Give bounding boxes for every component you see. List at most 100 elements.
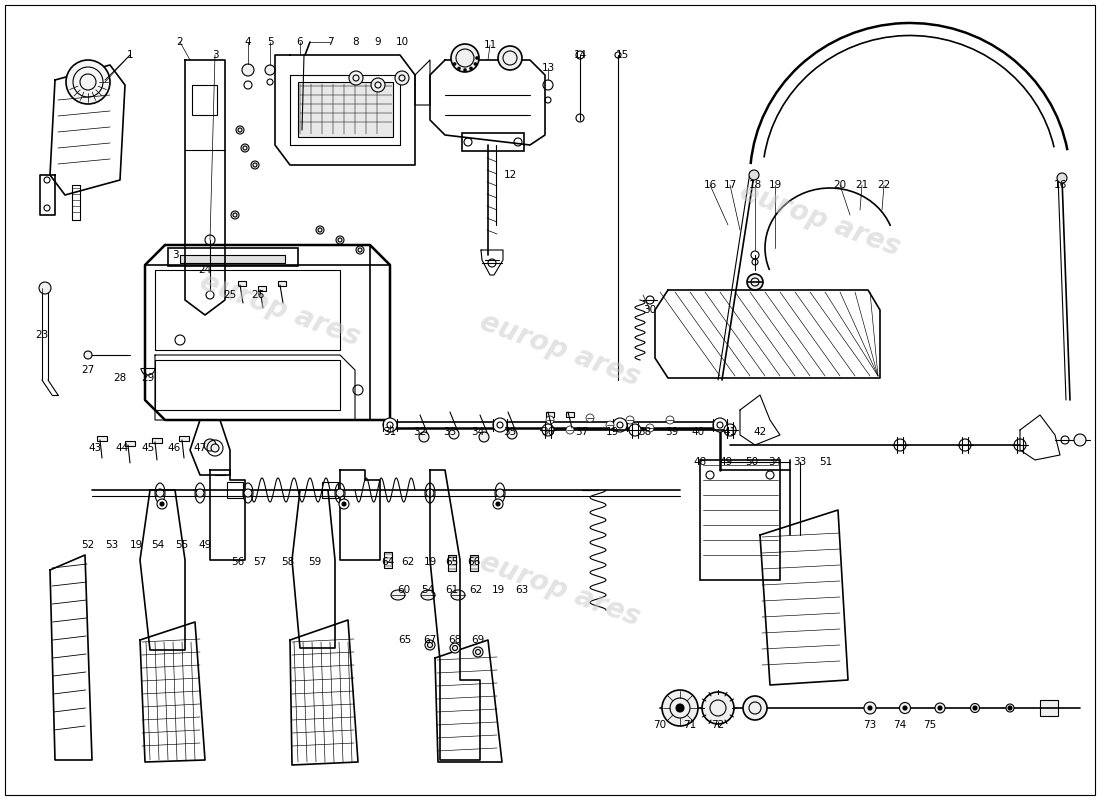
Circle shape — [1014, 439, 1026, 451]
Text: 33: 33 — [443, 427, 456, 437]
Bar — [258, 286, 266, 291]
Circle shape — [498, 46, 522, 70]
Text: 13: 13 — [541, 63, 554, 73]
Circle shape — [676, 704, 684, 712]
Text: 39: 39 — [666, 427, 679, 437]
Text: 19: 19 — [424, 557, 437, 567]
Bar — [97, 436, 107, 441]
Text: 43: 43 — [88, 443, 101, 453]
Text: 57: 57 — [253, 557, 266, 567]
Text: 18: 18 — [748, 180, 761, 190]
Text: 69: 69 — [472, 635, 485, 645]
Text: 60: 60 — [397, 585, 410, 595]
Text: 42: 42 — [754, 427, 767, 437]
Circle shape — [974, 706, 977, 710]
Text: 56: 56 — [231, 557, 244, 567]
Circle shape — [244, 489, 252, 497]
Bar — [155, 270, 340, 350]
Bar — [152, 438, 162, 443]
Text: 30: 30 — [644, 305, 657, 315]
Text: 14: 14 — [573, 50, 586, 60]
Text: 61: 61 — [446, 585, 459, 595]
Circle shape — [629, 424, 641, 436]
Circle shape — [265, 65, 275, 75]
Text: europ ares: europ ares — [476, 308, 644, 392]
Bar — [566, 412, 574, 417]
Circle shape — [542, 424, 554, 436]
Text: 50: 50 — [746, 457, 759, 467]
Bar — [546, 412, 554, 417]
Text: 10: 10 — [395, 37, 408, 47]
Text: 59: 59 — [308, 557, 321, 567]
Text: 71: 71 — [683, 720, 696, 730]
Circle shape — [66, 60, 110, 104]
Circle shape — [626, 416, 634, 424]
Text: 58: 58 — [282, 557, 295, 567]
Ellipse shape — [390, 590, 405, 600]
Circle shape — [864, 702, 876, 714]
Text: 35: 35 — [504, 427, 517, 437]
Bar — [1040, 700, 1058, 716]
Text: europ ares: europ ares — [476, 548, 644, 632]
Circle shape — [339, 499, 349, 509]
Text: 4: 4 — [244, 37, 251, 47]
Circle shape — [160, 502, 164, 506]
Circle shape — [211, 444, 219, 452]
Text: 66: 66 — [468, 557, 481, 567]
Circle shape — [383, 418, 397, 432]
Circle shape — [742, 696, 767, 720]
Text: 70: 70 — [653, 720, 667, 730]
Circle shape — [473, 647, 483, 657]
Text: 19: 19 — [130, 540, 143, 550]
Text: 73: 73 — [864, 720, 877, 730]
Text: 19: 19 — [605, 427, 618, 437]
Circle shape — [493, 418, 507, 432]
Circle shape — [450, 643, 460, 653]
Text: 52: 52 — [81, 540, 95, 550]
Text: 29: 29 — [142, 373, 155, 383]
Circle shape — [196, 489, 204, 497]
Bar — [298, 82, 393, 137]
Circle shape — [371, 78, 385, 92]
Text: 75: 75 — [923, 720, 936, 730]
Text: 19: 19 — [769, 180, 782, 190]
Circle shape — [606, 421, 614, 429]
Text: 47: 47 — [194, 443, 207, 453]
Text: 3: 3 — [172, 250, 178, 260]
Circle shape — [749, 170, 759, 180]
Text: 49: 49 — [719, 457, 733, 467]
Text: 6: 6 — [297, 37, 304, 47]
Text: 62: 62 — [402, 557, 415, 567]
Circle shape — [349, 71, 363, 85]
Circle shape — [236, 126, 244, 134]
Circle shape — [546, 416, 554, 424]
Text: 68: 68 — [449, 635, 462, 645]
Circle shape — [458, 67, 461, 70]
Circle shape — [713, 418, 727, 432]
Text: 31: 31 — [384, 427, 397, 437]
Text: 9: 9 — [375, 37, 382, 47]
Text: 21: 21 — [856, 180, 869, 190]
Text: 8: 8 — [353, 37, 360, 47]
Circle shape — [316, 226, 324, 234]
Text: 12: 12 — [504, 170, 517, 180]
Circle shape — [935, 703, 945, 713]
Text: 53: 53 — [106, 540, 119, 550]
Bar — [470, 555, 478, 571]
Circle shape — [449, 429, 459, 439]
Bar — [168, 248, 298, 266]
Circle shape — [959, 439, 971, 451]
Ellipse shape — [451, 590, 465, 600]
Text: 63: 63 — [516, 585, 529, 595]
Circle shape — [470, 67, 473, 70]
Text: 51: 51 — [820, 457, 833, 467]
Circle shape — [242, 64, 254, 76]
Text: 20: 20 — [834, 180, 847, 190]
Circle shape — [425, 640, 435, 650]
Circle shape — [474, 62, 477, 66]
Text: europ ares: europ ares — [736, 178, 904, 262]
Text: 17: 17 — [724, 180, 737, 190]
Circle shape — [666, 416, 674, 424]
Text: 67: 67 — [424, 635, 437, 645]
Text: 1: 1 — [126, 50, 133, 60]
